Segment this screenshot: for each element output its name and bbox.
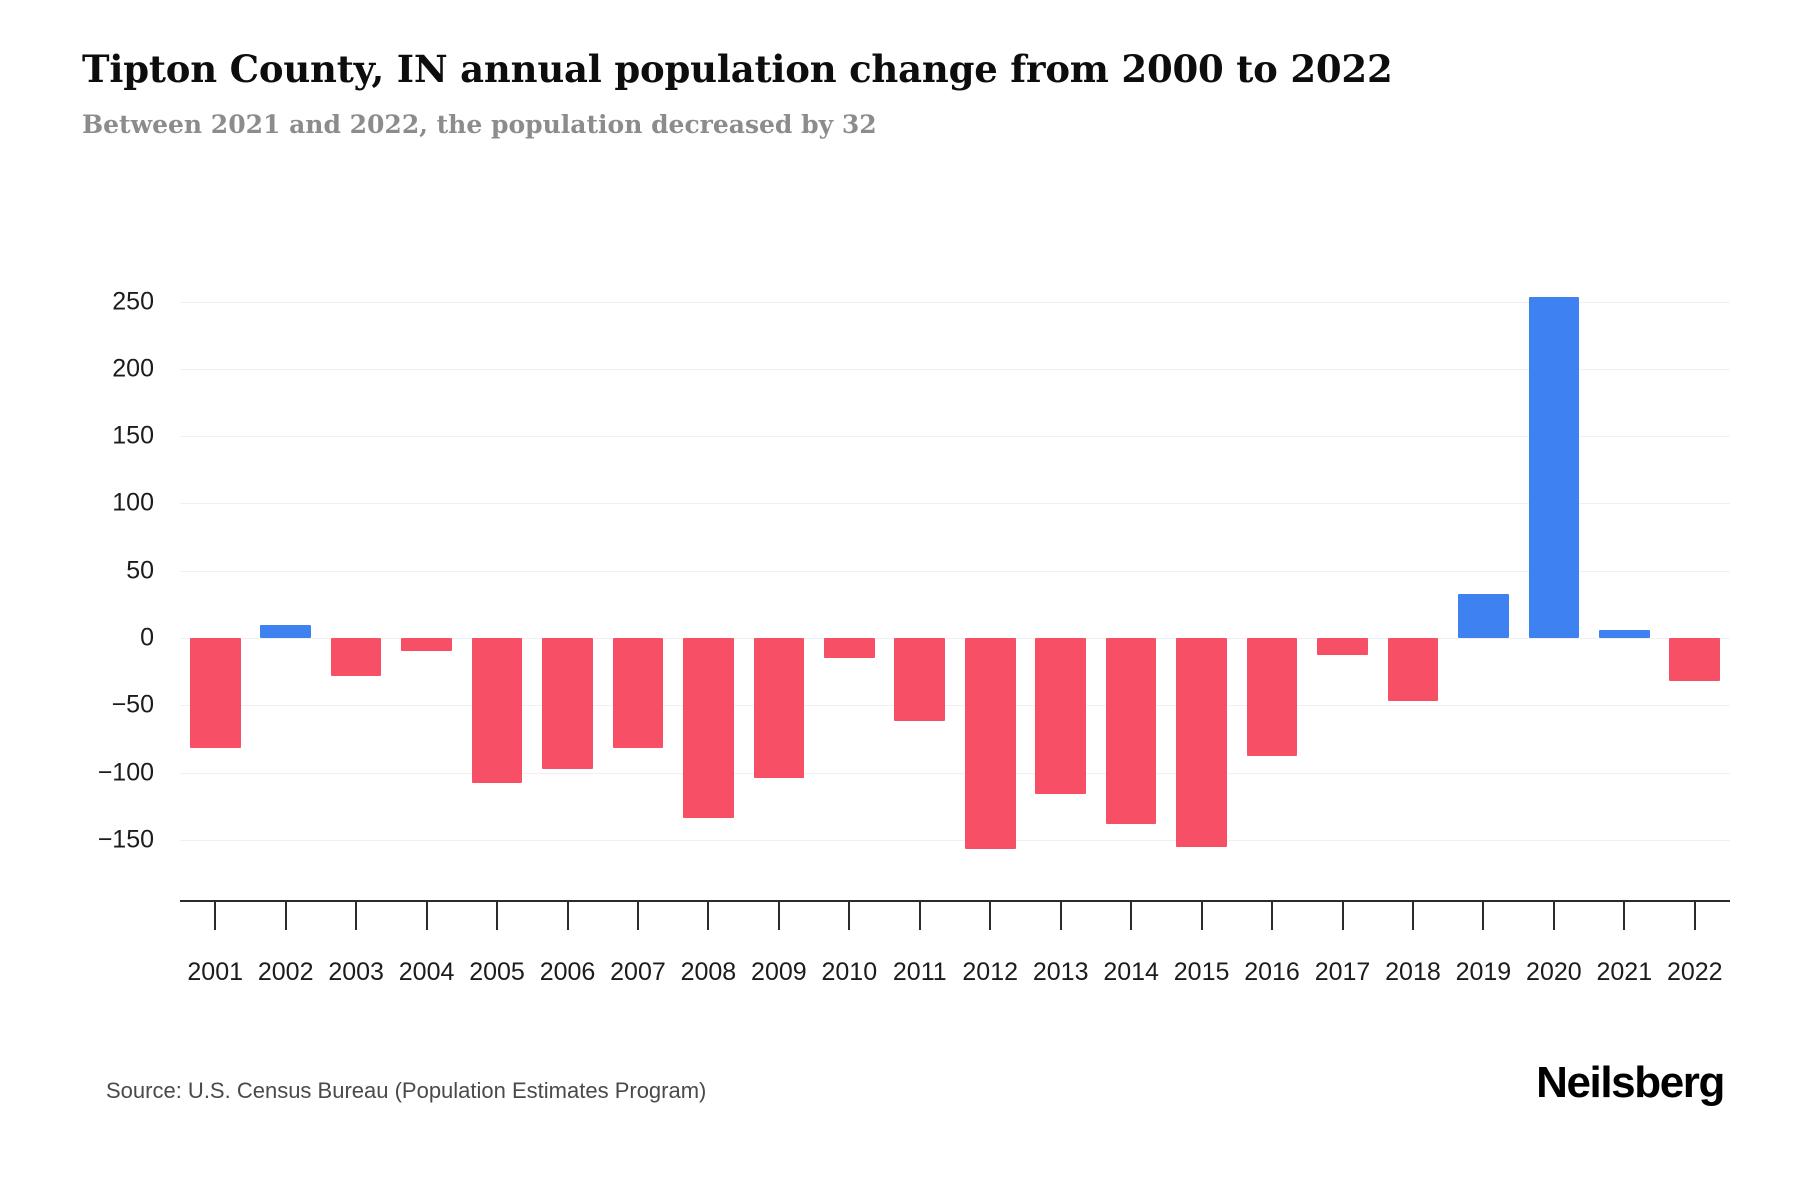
x-axis-tick	[1411, 900, 1414, 930]
x-axis-tick-label: 2020	[1526, 958, 1582, 986]
x-axis-tick-label: 2015	[1173, 958, 1230, 986]
bar[interactable]	[894, 638, 946, 722]
x-axis-tick	[355, 900, 358, 930]
x-axis-line	[180, 900, 1730, 902]
gridline	[180, 436, 1730, 438]
x-axis-tick-label: 2006	[539, 958, 596, 986]
bar[interactable]	[683, 638, 734, 819]
chart-header: Tipton County, IN annual population chan…	[82, 47, 1740, 140]
x-axis-tick-label: 2017	[1314, 958, 1371, 986]
bar[interactable]	[753, 638, 805, 778]
y-axis-tick-label: 100	[112, 488, 154, 517]
x-axis-tick	[214, 900, 217, 930]
gridline	[180, 503, 1730, 505]
x-axis-tick-label: 2003	[328, 958, 384, 986]
bar[interactable]	[1317, 638, 1368, 656]
x-axis-tick	[848, 900, 851, 930]
x-axis-tick	[989, 900, 992, 930]
bar[interactable]	[542, 638, 593, 769]
y-axis-tick-label: 200	[112, 354, 154, 383]
x-axis-tick	[284, 900, 287, 930]
x-axis-tick-label: 2005	[469, 958, 525, 986]
x-axis-tick	[1623, 900, 1626, 930]
y-axis-tick-label: −150	[97, 825, 154, 854]
chart-subtitle: Between 2021 and 2022, the population de…	[82, 109, 877, 139]
x-axis-tick-label: 2022	[1666, 958, 1723, 986]
bar[interactable]	[1458, 593, 1509, 638]
gridline	[180, 301, 1730, 303]
gridline	[180, 772, 1730, 774]
x-axis-tick-label: 2011	[892, 958, 947, 986]
bar[interactable]	[1669, 638, 1721, 682]
x-axis-tick	[1341, 900, 1344, 930]
x-axis-tick-label: 2007	[610, 958, 666, 986]
bar[interactable]	[1598, 629, 1650, 638]
x-axis-tick	[636, 900, 639, 930]
x-axis-tick-label: 2002	[257, 958, 314, 986]
bar[interactable]	[1387, 638, 1439, 702]
x-axis-tick	[1552, 900, 1555, 930]
x-axis-tick	[1482, 900, 1485, 930]
x-axis-tick-label: 2021	[1596, 958, 1653, 986]
y-axis-tick-label: 150	[112, 421, 154, 450]
x-axis-tick	[425, 900, 428, 930]
gridline	[180, 839, 1730, 841]
x-axis-tick-label: 2012	[962, 958, 1019, 986]
x-axis-tick-label: 2018	[1385, 958, 1441, 986]
y-axis-tick-label: 250	[112, 287, 154, 315]
bar[interactable]	[1176, 638, 1227, 847]
gridline	[180, 368, 1730, 370]
x-axis-tick-label: 2009	[751, 958, 807, 986]
x-axis-tick-label: 2008	[680, 958, 737, 986]
x-axis-tick	[566, 900, 569, 930]
x-axis-tick-label: 2004	[398, 958, 455, 986]
x-axis-tick	[496, 900, 499, 930]
gridline	[180, 705, 1730, 707]
bar[interactable]	[1105, 638, 1157, 824]
y-axis-tick-label: −50	[111, 690, 154, 719]
x-axis-tick	[1693, 900, 1696, 930]
bar[interactable]	[1246, 638, 1298, 757]
x-axis-tick-label: 2001	[187, 958, 244, 986]
bar[interactable]	[1035, 638, 1087, 795]
gridline	[180, 638, 1730, 639]
x-axis-tick	[1059, 900, 1062, 930]
x-axis-tick	[1200, 900, 1203, 930]
bar[interactable]	[260, 624, 312, 638]
y-axis-tick-label: −100	[97, 758, 154, 787]
x-axis-tick	[707, 900, 710, 930]
bar[interactable]	[330, 638, 382, 676]
x-axis-tick-label: 2016	[1244, 958, 1300, 986]
gridline	[180, 570, 1730, 572]
y-axis-tick-label: 0	[140, 623, 154, 652]
x-axis-tick-label: 2010	[821, 958, 878, 986]
x-axis-tick	[1271, 900, 1274, 930]
bar[interactable]	[1528, 297, 1580, 638]
bar[interactable]	[401, 638, 452, 652]
x-axis-tick-label: 2014	[1103, 958, 1159, 986]
x-axis-tick-label: 2019	[1455, 958, 1512, 986]
bar[interactable]	[823, 638, 875, 659]
y-axis-tick-label: 50	[126, 556, 154, 585]
x-axis-tick	[777, 900, 780, 930]
brand-logo: Neilsberg	[1536, 1058, 1725, 1107]
bar[interactable]	[471, 638, 523, 784]
bar[interactable]	[189, 638, 241, 749]
bar[interactable]	[612, 638, 664, 749]
x-axis-tick	[1130, 900, 1133, 930]
x-axis-tick-label: 2013	[1032, 958, 1089, 986]
x-axis-tick	[918, 900, 921, 930]
bar[interactable]	[964, 638, 1016, 850]
source-note: Source: U.S. Census Bureau (Population E…	[106, 1078, 707, 1103]
page-title: Tipton County, IN annual population chan…	[82, 47, 1393, 91]
